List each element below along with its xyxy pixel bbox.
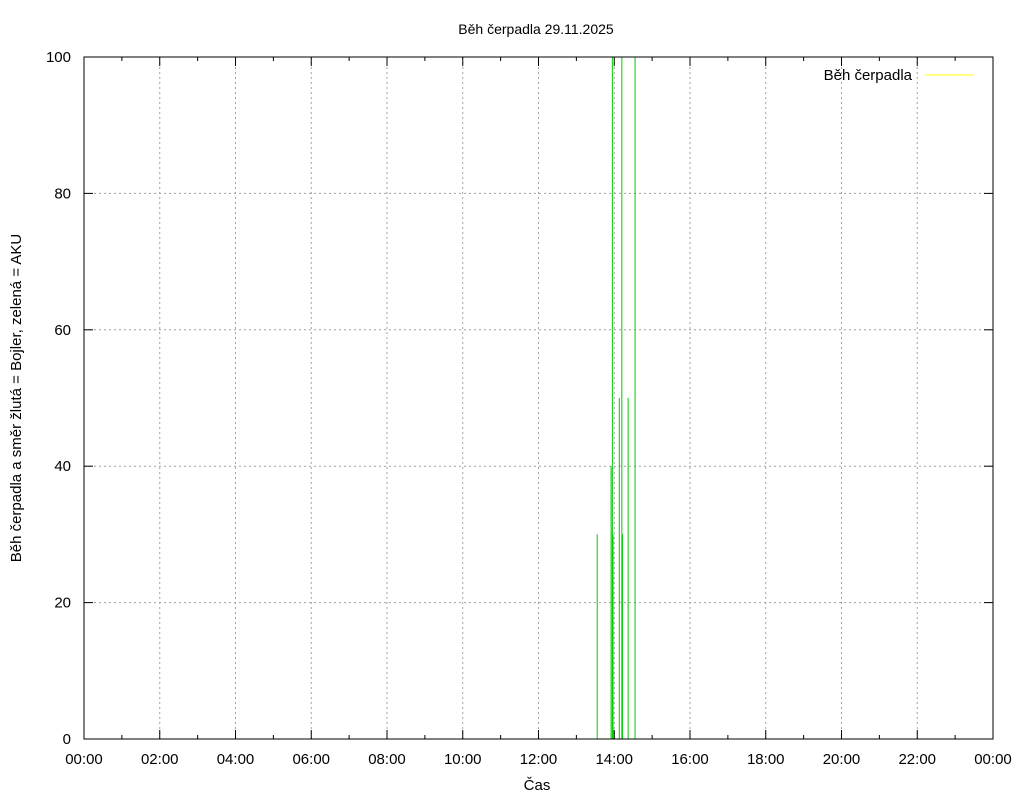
y-tick-label: 80 bbox=[54, 185, 71, 202]
x-axis-label: Čas bbox=[524, 777, 551, 794]
x-tick-label: 14:00 bbox=[595, 751, 633, 768]
legend-label: Běh čerpadla bbox=[824, 67, 913, 84]
series-line bbox=[596, 57, 636, 740]
y-tick-label: 60 bbox=[54, 322, 71, 339]
ticks bbox=[83, 56, 994, 740]
series-layer bbox=[596, 57, 636, 740]
y-tick-label: 20 bbox=[54, 595, 71, 612]
x-tick-label: 12:00 bbox=[520, 751, 558, 768]
x-tick-label: 00:00 bbox=[974, 751, 1012, 768]
x-tick-label: 20:00 bbox=[823, 751, 861, 768]
x-tick-label: 08:00 bbox=[368, 751, 406, 768]
legend: Běh čerpadla bbox=[824, 67, 974, 84]
y-tick-label: 40 bbox=[54, 458, 71, 475]
y-tick-label: 0 bbox=[63, 731, 71, 748]
x-tick-label: 22:00 bbox=[898, 751, 936, 768]
x-tick-label: 04:00 bbox=[217, 751, 255, 768]
x-tick-label: 00:00 bbox=[65, 751, 103, 768]
x-tick-label: 18:00 bbox=[747, 751, 785, 768]
grid bbox=[84, 57, 993, 739]
x-tick-label: 06:00 bbox=[292, 751, 330, 768]
chart-title: Běh čerpadla 29.11.2025 bbox=[458, 21, 614, 37]
y-tick-label: 100 bbox=[46, 49, 71, 66]
x-tick-label: 02:00 bbox=[141, 751, 179, 768]
tick-labels: 00:00 02:00 04:00 06:00 08:00 10:00 12:00 14:00… bbox=[46, 49, 1012, 768]
x-tick-label: 10:00 bbox=[444, 751, 482, 768]
x-tick-label: 16:00 bbox=[671, 751, 709, 768]
y-axis-label: Běh čerpadla a směr žlutá = Bojler, zele… bbox=[8, 234, 25, 563]
